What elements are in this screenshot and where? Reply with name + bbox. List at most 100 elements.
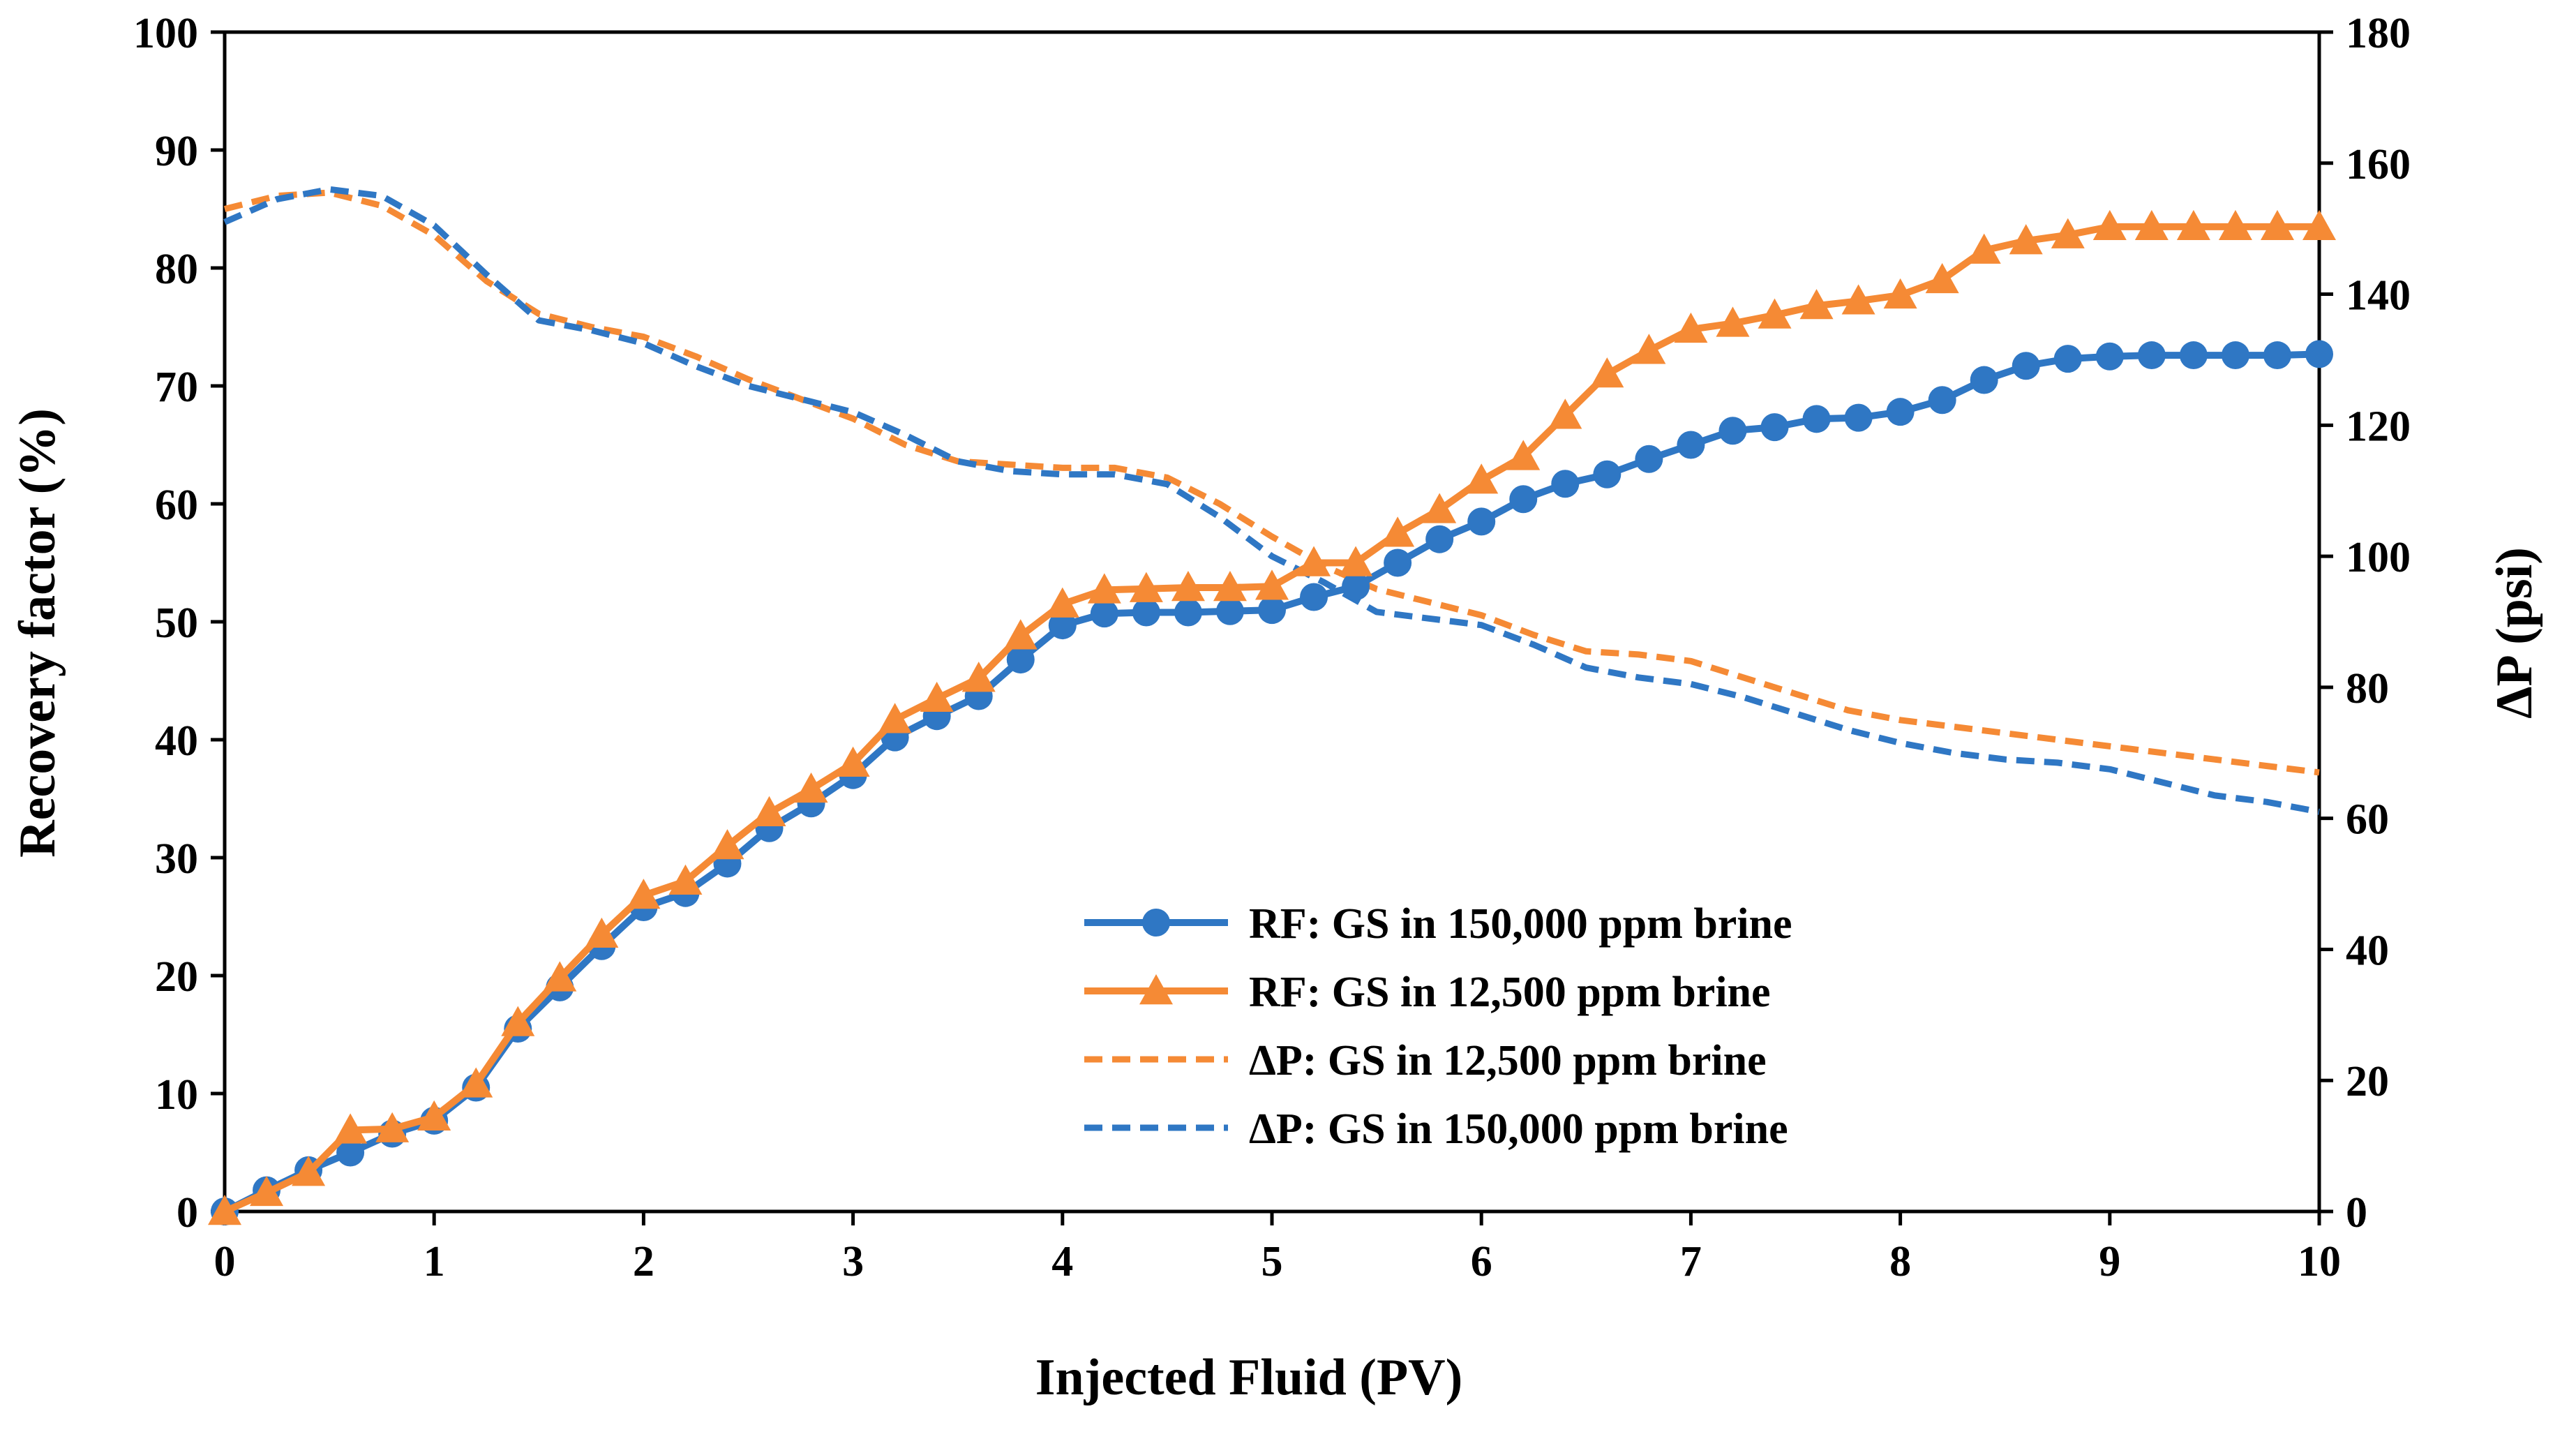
data-point <box>1928 386 1956 415</box>
data-point <box>627 879 661 909</box>
y-tick-label: 50 <box>155 599 198 647</box>
data-point <box>1174 598 1202 627</box>
data-point <box>2218 209 2252 241</box>
data-point <box>1297 546 1331 576</box>
data-point <box>2012 352 2040 380</box>
data-point <box>1045 587 1079 618</box>
data-point <box>2092 209 2127 241</box>
data-point <box>1425 525 1454 553</box>
data-point <box>1635 445 1663 473</box>
data-point <box>250 1175 284 1207</box>
y-tick-label: 10 <box>155 1071 198 1119</box>
data-point <box>1716 306 1750 337</box>
data-point <box>752 796 786 826</box>
legend-marker-0 <box>1142 909 1170 937</box>
data-point <box>1300 583 1328 611</box>
data-point <box>1087 573 1121 604</box>
y2-tick-label: 140 <box>2346 272 2411 320</box>
legend-label-3: ΔP: GS in 150,000 ppm brine <box>1249 1105 1788 1153</box>
data-point <box>2179 341 2208 370</box>
data-point <box>2009 224 2043 255</box>
series-line-2 <box>223 189 2320 776</box>
y-tick-label: 80 <box>155 246 198 293</box>
y2-tick-label: 80 <box>2346 665 2389 713</box>
data-point <box>1925 262 1959 294</box>
data-point <box>2137 341 2166 370</box>
data-point <box>1718 417 1747 445</box>
y2-tick-label: 120 <box>2346 403 2411 450</box>
data-point <box>1342 572 1370 601</box>
x-tick-label: 4 <box>1051 1238 1073 1285</box>
data-point <box>2051 218 2085 248</box>
data-point <box>1048 611 1077 640</box>
y-tick-label: 30 <box>155 835 198 883</box>
data-point <box>1758 298 1792 329</box>
x-tick-label: 8 <box>1889 1238 1911 1285</box>
data-point <box>1593 460 1622 488</box>
series-layer <box>208 186 2336 1225</box>
y2-tick-label: 180 <box>2346 10 2411 57</box>
data-point <box>375 1112 410 1142</box>
data-point <box>961 662 996 692</box>
data-point <box>794 772 828 803</box>
data-point <box>2305 340 2333 368</box>
data-point <box>1506 440 1541 470</box>
y2-axis-title: ΔP (psi) <box>2486 547 2543 719</box>
data-point <box>1171 570 1205 602</box>
data-point <box>2302 209 2336 241</box>
data-point <box>836 746 870 777</box>
x-tick-label: 2 <box>633 1238 654 1285</box>
data-point <box>1632 334 1666 364</box>
y-tick-label: 70 <box>155 364 198 411</box>
data-point <box>543 961 577 992</box>
data-point <box>1467 507 1496 536</box>
legend-label-0: RF: GS in 150,000 ppm brine <box>1249 900 1792 948</box>
data-point <box>1090 599 1118 628</box>
y2-tick-label: 100 <box>2346 534 2411 581</box>
series-3 <box>223 186 2320 815</box>
data-point <box>1381 516 1415 547</box>
data-point <box>2260 209 2294 241</box>
data-point <box>292 1156 326 1186</box>
data-point <box>1255 569 1289 600</box>
legend-label-1: RF: GS in 12,500 ppm brine <box>1249 969 1771 1016</box>
y-axis-title: Recovery factor (%) <box>9 408 66 858</box>
data-point <box>1339 546 1373 576</box>
legend-label-2: ΔP: GS in 12,500 ppm brine <box>1249 1037 1767 1084</box>
data-point <box>2095 342 2124 371</box>
data-point <box>1844 403 1873 432</box>
y-tick-label: 100 <box>133 10 198 57</box>
data-point <box>2134 209 2169 241</box>
data-point <box>1003 619 1038 650</box>
data-point <box>1970 366 1998 394</box>
series-1 <box>208 209 2336 1225</box>
data-point <box>1886 398 1915 426</box>
data-point <box>2053 345 2082 373</box>
data-point <box>334 1113 368 1144</box>
data-point <box>417 1100 451 1131</box>
y-tick-label: 60 <box>155 482 198 529</box>
x-tick-label: 3 <box>842 1238 864 1285</box>
axes-layer: 0 1 2 3 4 5 6 7 8 9 100102030405060708090100020406… <box>133 10 2411 1285</box>
data-point <box>920 681 954 713</box>
x-axis-title: Injected Fluid (PV) <box>1035 1349 1463 1406</box>
data-point <box>1590 357 1624 388</box>
series-2 <box>223 189 2320 776</box>
y2-tick-label: 0 <box>2346 1189 2367 1237</box>
y-tick-label: 90 <box>155 128 198 175</box>
legend: RF: GS in 150,000 ppm brine RF: GS in 12,… <box>1084 900 1792 1153</box>
data-point <box>1258 596 1286 625</box>
data-point <box>1548 398 1582 429</box>
y-tick-label: 40 <box>155 717 198 765</box>
data-point <box>1006 646 1035 674</box>
data-point <box>1423 493 1457 523</box>
legend-marker-1 <box>1139 974 1173 1005</box>
y-tick-label: 20 <box>155 953 198 1001</box>
data-point <box>585 917 619 948</box>
data-point <box>1883 278 1917 309</box>
data-point <box>710 829 744 860</box>
data-point <box>1465 463 1499 494</box>
